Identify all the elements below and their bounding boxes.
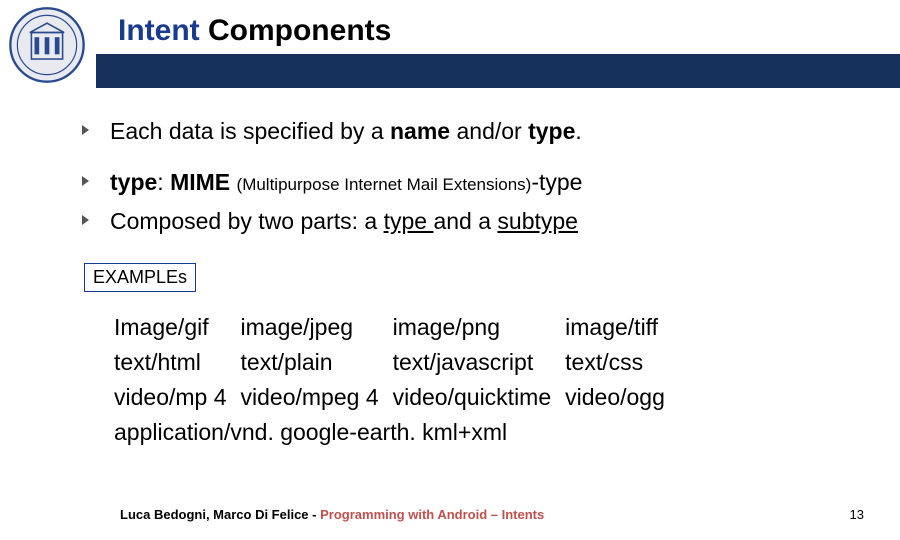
example-cell: video/ogg bbox=[565, 380, 679, 415]
text-underline: subtype bbox=[497, 208, 578, 234]
bullet-item-3: Composed by two parts: a type and a subt… bbox=[80, 206, 840, 237]
example-cell: image/jpeg bbox=[241, 310, 393, 345]
bullet-text: Composed by two parts: a type and a subt… bbox=[110, 206, 578, 237]
slide-footer: Luca Bedogni, Marco Di Felice - Programm… bbox=[0, 507, 900, 522]
text-underline: type bbox=[384, 208, 434, 234]
example-cell: text/html bbox=[114, 345, 241, 380]
slide-header: Intent Components bbox=[0, 0, 900, 88]
slide-title: Intent Components bbox=[118, 14, 391, 48]
text: and/or bbox=[456, 118, 528, 144]
example-cell: image/png bbox=[393, 310, 566, 345]
example-row: text/htmltext/plaintext/javascripttext/c… bbox=[114, 345, 679, 380]
text: : bbox=[157, 169, 170, 195]
bullet-list: Each data is specified by a name and/or … bbox=[80, 116, 840, 237]
bullet-text: type: MIME (Multipurpose Internet Mail E… bbox=[110, 167, 582, 198]
text: -type bbox=[531, 169, 582, 195]
example-cell: application/vnd. google-earth. kml+xml bbox=[114, 415, 679, 450]
example-cell: video/quicktime bbox=[393, 380, 566, 415]
slide-content: Each data is specified by a name and/or … bbox=[0, 88, 900, 450]
text-bold: MIME bbox=[170, 169, 236, 195]
title-rest: Components bbox=[200, 14, 392, 47]
example-cell: text/plain bbox=[241, 345, 393, 380]
example-cell: Image/gif bbox=[114, 310, 241, 345]
example-cell: video/mp 4 bbox=[114, 380, 241, 415]
bullet-text: Each data is specified by a name and/or … bbox=[110, 116, 582, 147]
examples-label: EXAMPLEs bbox=[84, 263, 196, 292]
examples-table: Image/gifimage/jpegimage/pngimage/tiffte… bbox=[114, 310, 679, 450]
title-underline-bar bbox=[96, 54, 900, 88]
footer-dash: - bbox=[309, 507, 321, 522]
footer-authors: Luca Bedogni, Marco Di Felice bbox=[120, 507, 309, 522]
example-row: video/mp 4video/mpeg 4video/quicktimevid… bbox=[114, 380, 679, 415]
footer-course: Programming with Android – Intents bbox=[320, 507, 544, 522]
text: . bbox=[575, 118, 581, 144]
bullet-item-2: type: MIME (Multipurpose Internet Mail E… bbox=[80, 167, 840, 198]
title-accent: Intent bbox=[118, 14, 200, 47]
page-number: 13 bbox=[850, 507, 864, 522]
chevron-icon bbox=[80, 124, 92, 136]
text-bold: type bbox=[528, 118, 575, 144]
chevron-icon bbox=[80, 175, 92, 187]
example-cell: video/mpeg 4 bbox=[241, 380, 393, 415]
chevron-icon bbox=[80, 214, 92, 226]
example-cell: text/css bbox=[565, 345, 679, 380]
example-cell: text/javascript bbox=[393, 345, 566, 380]
text-small: (Multipurpose Internet Mail Extensions) bbox=[237, 175, 532, 194]
university-seal-logo bbox=[8, 6, 86, 84]
text-bold: type bbox=[110, 169, 157, 195]
text: and a bbox=[433, 208, 497, 234]
bullet-item-1: Each data is specified by a name and/or … bbox=[80, 116, 840, 147]
example-cell: image/tiff bbox=[565, 310, 679, 345]
example-row: Image/gifimage/jpegimage/pngimage/tiff bbox=[114, 310, 679, 345]
footer-left: Luca Bedogni, Marco Di Felice - Programm… bbox=[120, 507, 544, 522]
text: Composed by two parts: a bbox=[110, 208, 384, 234]
example-row: application/vnd. google-earth. kml+xml bbox=[114, 415, 679, 450]
text: Each data is specified by a bbox=[110, 118, 390, 144]
text-bold: name bbox=[390, 118, 456, 144]
